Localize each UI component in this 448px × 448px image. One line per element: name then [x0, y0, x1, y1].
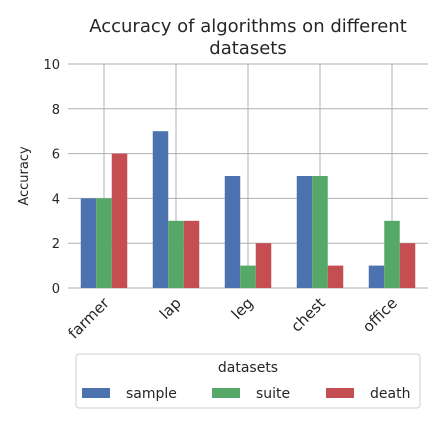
bar-suite-leg — [240, 265, 256, 288]
y-tick-label: 8 — [52, 103, 60, 118]
bar-death-farmer — [111, 153, 128, 288]
y-axis-ticks: 0 2 4 6 8 10 — [43, 58, 60, 297]
bar-death-leg — [255, 243, 272, 288]
bars — [80, 131, 416, 288]
legend-swatch-sample — [82, 388, 110, 398]
bar-death-office — [399, 243, 416, 288]
y-tick-label: 6 — [52, 148, 60, 163]
legend: datasets sample suite death — [75, 353, 421, 409]
legend-label-death: death — [370, 386, 410, 402]
x-tick-label: office — [359, 294, 401, 336]
bar-sample-lap — [152, 131, 169, 288]
x-tick-label: lap — [156, 294, 185, 323]
legend-swatch-suite — [212, 388, 240, 398]
y-axis-label: Accuracy — [17, 146, 32, 206]
bar-suite-office — [384, 220, 400, 288]
x-tick-label: chest — [287, 294, 329, 336]
legend-label-suite: suite — [256, 386, 290, 402]
bar-sample-chest — [296, 176, 313, 288]
bar-suite-farmer — [96, 198, 112, 288]
chart-title-line-1: Accuracy of algorithms on different — [89, 16, 407, 37]
bar-suite-chest — [312, 176, 328, 288]
bar-death-lap — [183, 220, 200, 288]
legend-swatch-death — [326, 388, 354, 398]
chart-title-line-2: datasets — [209, 38, 286, 59]
bar-sample-leg — [224, 176, 241, 288]
y-tick-label: 2 — [52, 237, 60, 252]
x-axis-ticks: farmer lap leg chest office — [64, 294, 400, 343]
bar-sample-farmer — [80, 198, 97, 288]
bar-death-chest — [327, 265, 344, 288]
legend-title: datasets — [218, 360, 278, 376]
bar-suite-lap — [168, 220, 184, 288]
x-tick-label: leg — [228, 294, 257, 323]
legend-label-sample: sample — [126, 386, 177, 402]
y-tick-label: 4 — [52, 192, 60, 207]
bar-sample-office — [368, 265, 385, 288]
x-tick-label: farmer — [64, 294, 113, 343]
y-tick-label: 0 — [52, 282, 60, 297]
y-tick-label: 10 — [43, 58, 60, 73]
